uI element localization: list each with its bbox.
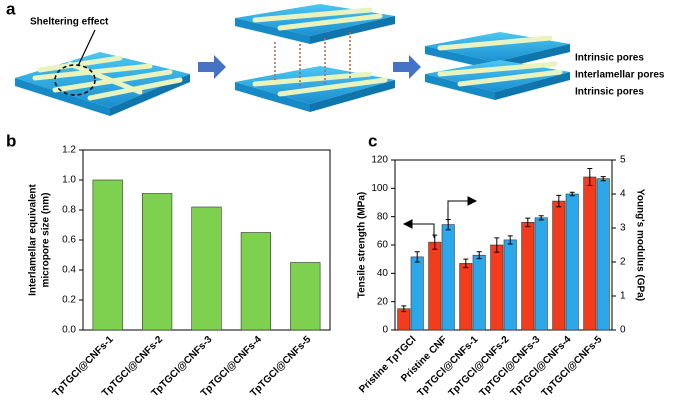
- bar: [191, 206, 222, 331]
- panel-label: c: [368, 131, 377, 150]
- y2-tick-label: 4: [620, 189, 626, 200]
- y-tick-label: 40: [377, 268, 389, 279]
- x-tick-label: TpTGCl@CNFs-5: [540, 334, 605, 399]
- error-bar: [476, 251, 482, 260]
- bar: [565, 193, 579, 331]
- y-axis-label: micropore size (nm): [41, 192, 52, 287]
- bar: [521, 222, 535, 331]
- error-bar: [463, 258, 469, 269]
- bar: [240, 232, 272, 331]
- y-tick-label: 80: [377, 211, 389, 222]
- y-tick-label: 60: [377, 240, 389, 251]
- annotation: Intrinsic pores: [575, 87, 644, 98]
- y-tick-label: 0.6: [62, 235, 76, 246]
- error-bar: [414, 251, 420, 263]
- y-tick-label: 0: [382, 325, 388, 336]
- y-tick-label: 20: [377, 296, 389, 307]
- error-bar: [556, 194, 562, 208]
- bar: [534, 217, 548, 331]
- panel-label: b: [6, 131, 16, 150]
- y2-tick-label: 5: [620, 155, 626, 166]
- annotation: Interlamellar pores: [575, 70, 665, 81]
- bar: [290, 262, 321, 331]
- bar: [583, 176, 597, 331]
- error-bar: [401, 305, 407, 313]
- bar: [490, 244, 504, 331]
- x-tick-label: Pristine TpTGCl: [357, 334, 418, 395]
- schematic: [15, 4, 570, 116]
- y-axis-label: Interlamellar equivalent: [28, 183, 39, 295]
- y-tick-label: 1.0: [62, 175, 76, 186]
- bar: [410, 256, 424, 331]
- error-bar: [600, 176, 606, 182]
- y-tick-label: 100: [371, 183, 388, 194]
- bar: [472, 254, 486, 331]
- error-bar: [432, 234, 438, 250]
- y2-tick-label: 3: [620, 223, 626, 234]
- y2-tick-label: 2: [620, 257, 626, 268]
- error-bar: [494, 237, 500, 253]
- y-axis-label: Tensile strength (MPa): [357, 192, 368, 299]
- y2-axis-label: Young's modulus (GPa): [634, 189, 645, 301]
- error-bar: [525, 217, 531, 228]
- bar: [428, 241, 442, 331]
- y2-tick-label: 1: [620, 291, 626, 302]
- bar: [92, 179, 123, 331]
- y2-tick-label: 0: [620, 325, 626, 336]
- bar: [141, 193, 173, 331]
- bar: [596, 178, 610, 331]
- axis-arrow: [402, 196, 478, 238]
- annotation: Sheltering effect: [30, 17, 109, 28]
- bar: [441, 224, 455, 331]
- y-tick-label: 120: [371, 155, 388, 166]
- y-tick-label: 0.4: [62, 265, 76, 276]
- y-tick-label: 0.2: [62, 295, 76, 306]
- error-bar: [507, 235, 513, 245]
- panel-label: a: [6, 0, 16, 18]
- error-bar: [587, 168, 593, 186]
- y-tick-label: 0.8: [62, 205, 76, 216]
- plot-frame: [394, 159, 613, 331]
- annotation: Intrinsic pores: [575, 53, 644, 64]
- error-bar: [445, 219, 451, 231]
- error-bar: [569, 191, 575, 197]
- bar: [459, 263, 473, 331]
- y-tick-label: 1.2: [62, 145, 76, 156]
- bar: [503, 239, 517, 331]
- y-tick-label: 0.0: [62, 325, 76, 336]
- bar: [552, 200, 566, 331]
- error-bar: [538, 215, 544, 221]
